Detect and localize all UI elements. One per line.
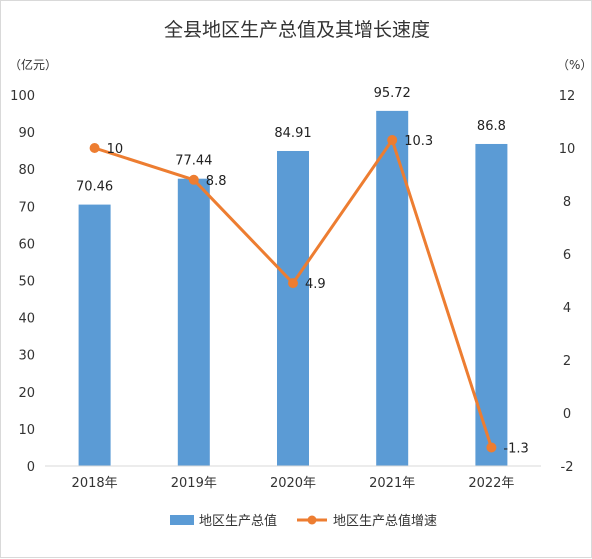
x-axis-tick-label: 2018年	[72, 476, 118, 491]
line-marker	[486, 442, 497, 453]
right-axis-tick-label: -2	[561, 460, 574, 475]
right-axis-tick-label: 8	[563, 195, 571, 210]
x-axis-tick-label: 2021年	[369, 476, 415, 491]
bar	[78, 204, 111, 467]
left-axis-tick-label: 70	[18, 200, 35, 215]
right-axis-tick-label: 4	[563, 301, 571, 316]
legend-label-bar: 地区生产总值	[199, 513, 277, 529]
bar-data-labels: 70.46 77.44 84.91 95.72 86.8	[76, 86, 506, 195]
x-axis-ticks: 2018年 2019年 2020年 2021年 2022年	[72, 476, 515, 491]
bar	[177, 178, 210, 466]
x-axis-tick-label: 2022年	[468, 476, 514, 491]
line-data-label: 4.9	[305, 277, 326, 292]
left-axis-tick-label: 50	[18, 275, 35, 290]
right-axis-tick-label: 0	[563, 407, 571, 422]
line-marker	[387, 135, 398, 146]
left-axis-tick-label: 30	[18, 349, 35, 364]
legend: 地区生产总值 地区生产总值增速	[170, 513, 437, 529]
line-data-label: 8.8	[206, 174, 227, 189]
right-axis-tick-label: 2	[563, 354, 571, 369]
bar-data-label: 77.44	[175, 154, 212, 169]
right-axis-tick-label: 6	[563, 248, 571, 263]
legend-swatch-marker	[307, 515, 317, 525]
line-series	[89, 135, 497, 453]
line-data-label: 10	[107, 142, 124, 157]
left-axis-unit: （亿元）	[9, 57, 57, 72]
line-marker	[89, 143, 100, 153]
left-axis-tick-label: 90	[18, 126, 35, 141]
legend-swatch-bar	[170, 515, 194, 525]
line-data-label: 10.3	[404, 134, 433, 149]
bar-data-label: 70.46	[76, 180, 113, 195]
right-axis-unit: （%）	[557, 58, 592, 72]
bar-data-label: 86.8	[477, 119, 506, 134]
left-axis-ticks: 0 10 20 30 40 50 60 70 80 90 100	[10, 89, 35, 475]
x-axis-tick-label: 2020年	[270, 476, 316, 491]
bar-data-label: 84.91	[274, 126, 311, 141]
left-axis-tick-label: 80	[18, 163, 35, 178]
left-axis-tick-label: 20	[18, 386, 35, 401]
left-axis-tick-label: 0	[27, 460, 35, 475]
x-axis-tick-label: 2019年	[171, 476, 217, 491]
line-data-labels: 10 8.8 4.9 10.3 -1.3	[107, 134, 529, 456]
bar-data-label: 95.72	[374, 86, 411, 101]
right-axis-tick-label: 10	[559, 142, 576, 157]
right-axis-ticks: -2 0 2 4 6 8 10 12	[559, 89, 576, 475]
left-axis-tick-label: 40	[18, 312, 35, 327]
bar	[376, 110, 409, 467]
line-marker	[288, 278, 298, 289]
bar	[475, 143, 508, 467]
line-data-label: -1.3	[503, 441, 528, 456]
right-axis-tick-label: 12	[559, 89, 576, 104]
line-marker	[188, 174, 199, 185]
left-axis-tick-label: 100	[10, 89, 35, 104]
left-axis-tick-label: 60	[18, 237, 35, 252]
bar	[277, 150, 309, 467]
legend-label-line: 地区生产总值增速	[333, 513, 437, 529]
left-axis-tick-label: 10	[18, 423, 35, 438]
chart-title: 全县地区生产总值及其增长速度	[164, 19, 430, 41]
